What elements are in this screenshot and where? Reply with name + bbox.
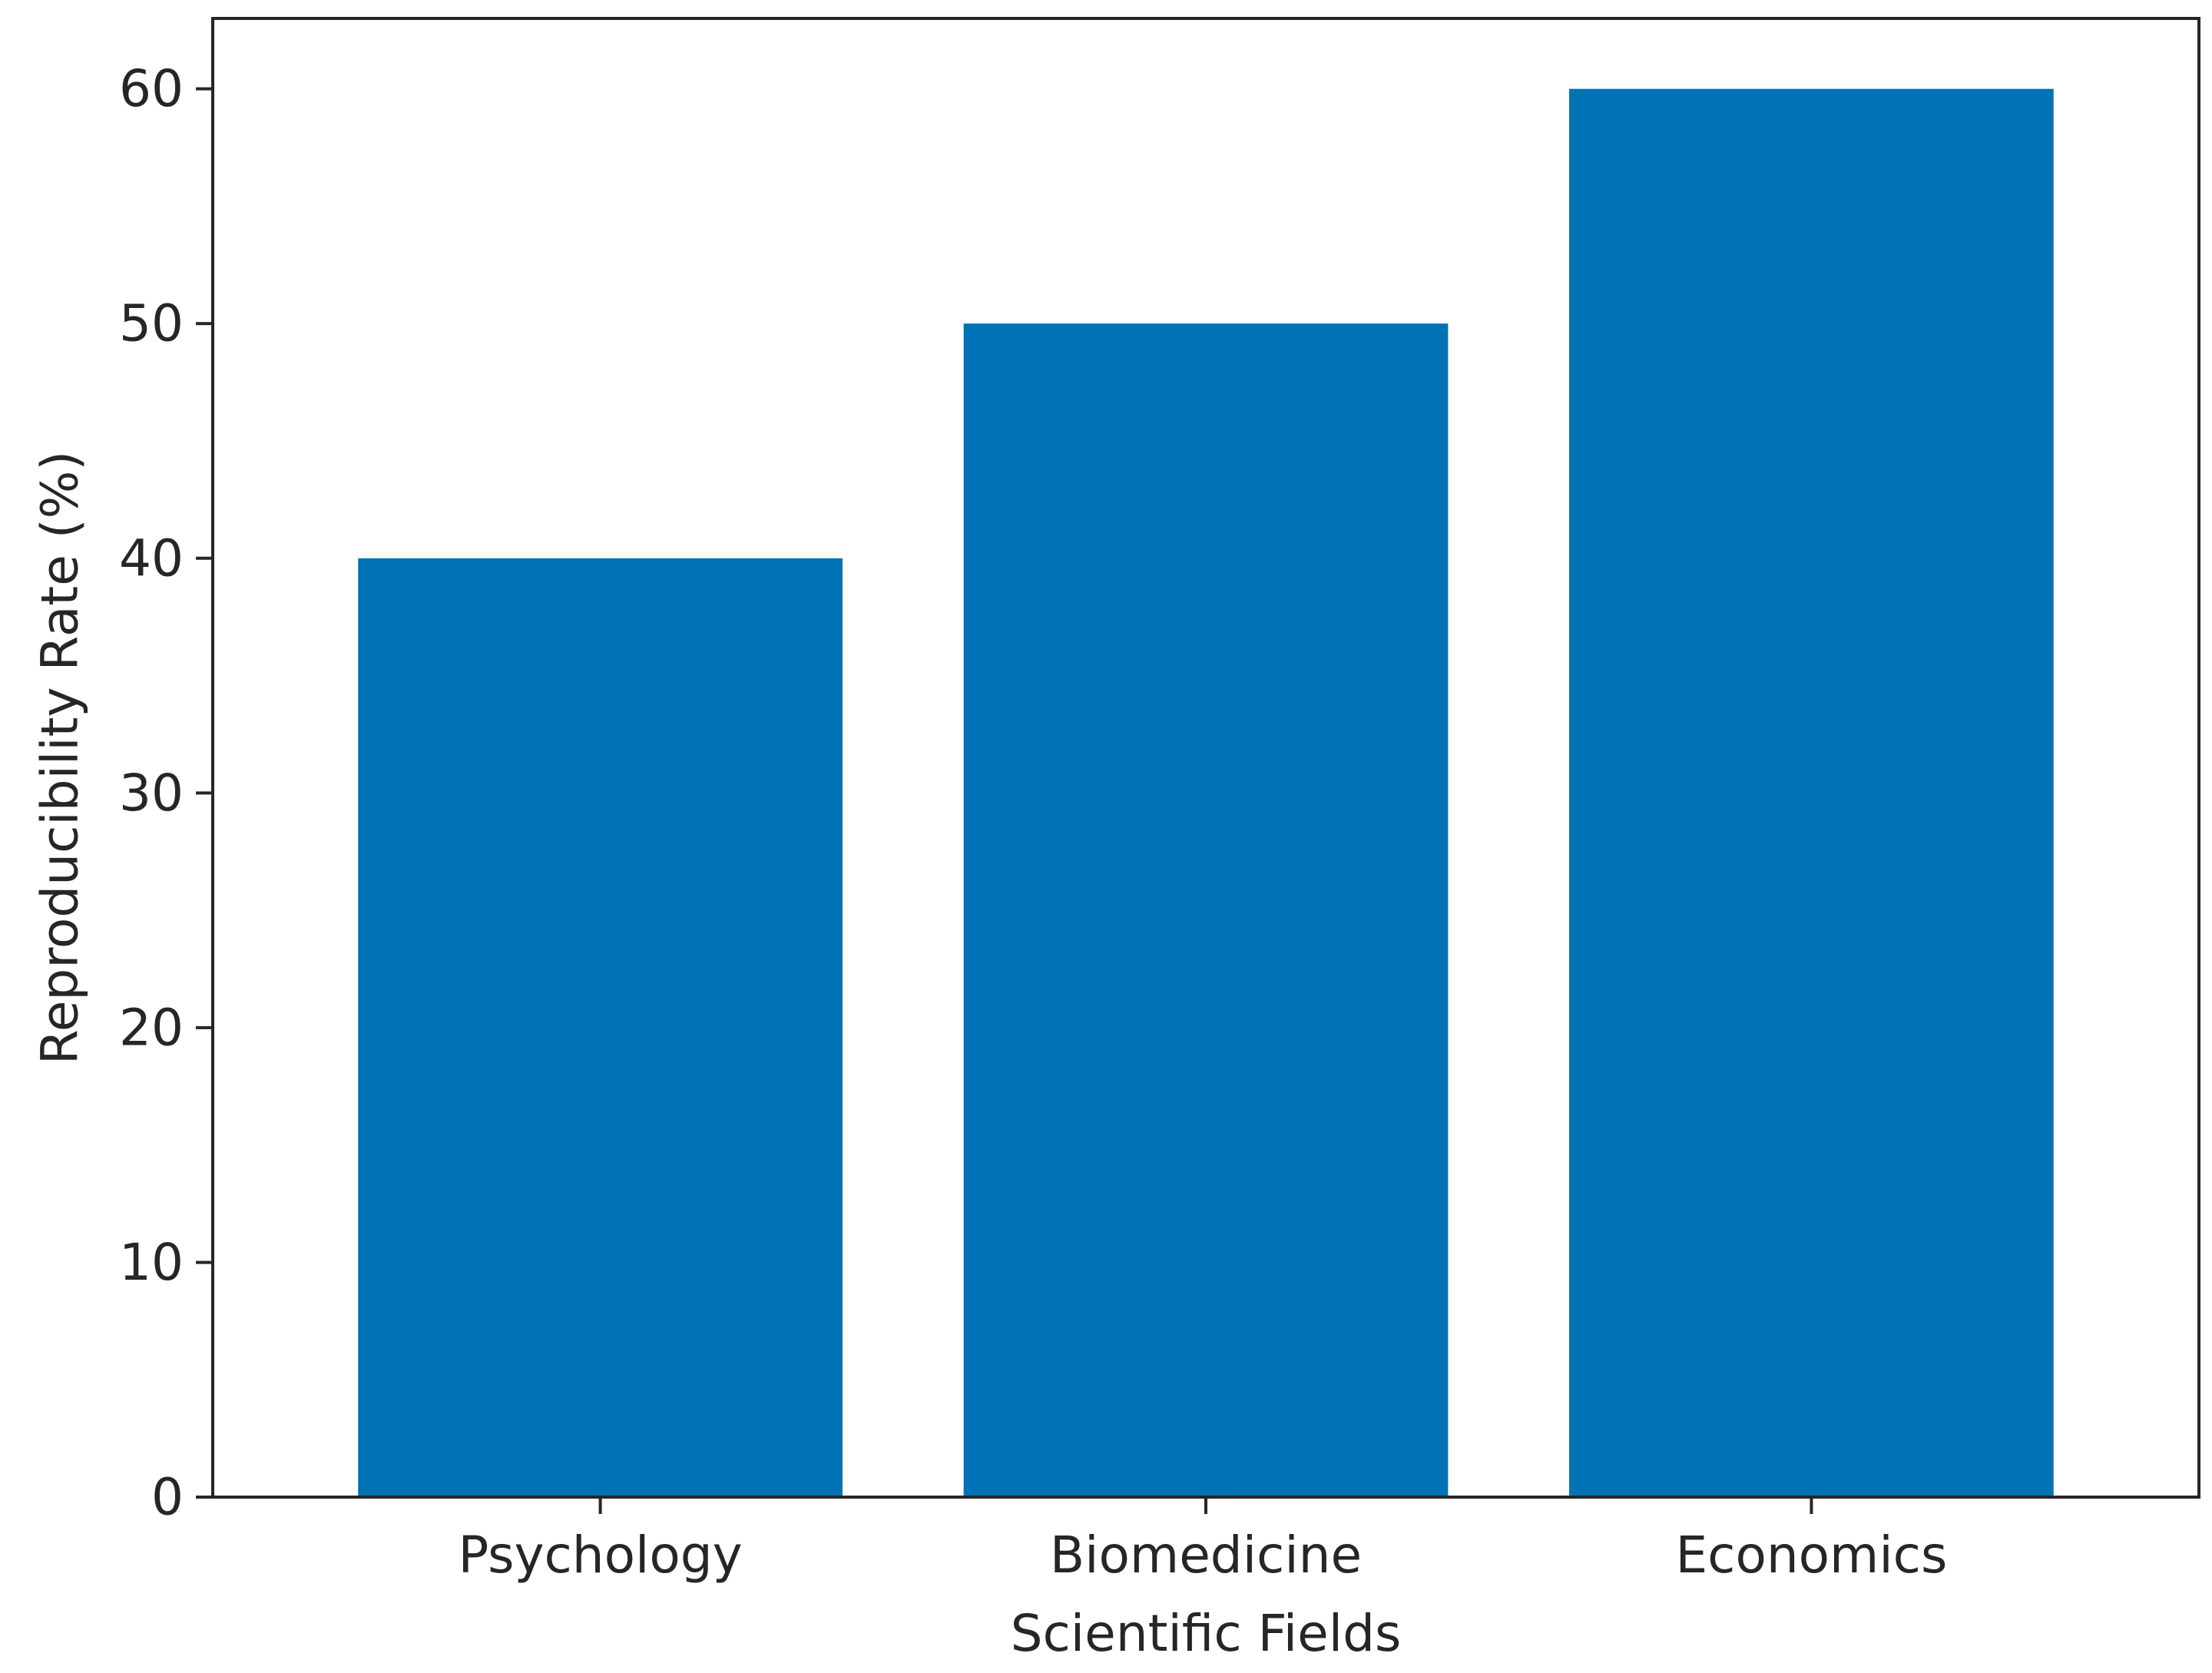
y-tick-label: 30	[119, 764, 184, 823]
y-tick-label: 20	[119, 998, 184, 1057]
x-tick-label-biomedicine: Biomedicine	[1050, 1526, 1362, 1585]
y-tick-label: 10	[119, 1233, 184, 1292]
bar-psychology	[358, 558, 843, 1497]
bar-economics	[1569, 88, 2054, 1498]
y-axis-label: Reproducibility Rate (%)	[31, 451, 90, 1065]
y-tick-label: 60	[119, 59, 184, 118]
bar-biomedicine	[963, 323, 1449, 1498]
x-axis-label: Scientific Fields	[1011, 1604, 1402, 1663]
x-tick-label-economics: Economics	[1675, 1526, 1947, 1585]
bars-layer	[358, 88, 2054, 1498]
y-tick-label: 40	[119, 528, 184, 588]
x-tick-label-psychology: Psychology	[458, 1526, 742, 1585]
y-tick-label: 50	[119, 294, 184, 353]
y-axis: 0 10 20 30 40 50 60	[119, 59, 213, 1527]
y-tick-label: 0	[151, 1468, 184, 1527]
x-axis: Psychology Biomedicine Economics	[458, 1497, 1947, 1585]
